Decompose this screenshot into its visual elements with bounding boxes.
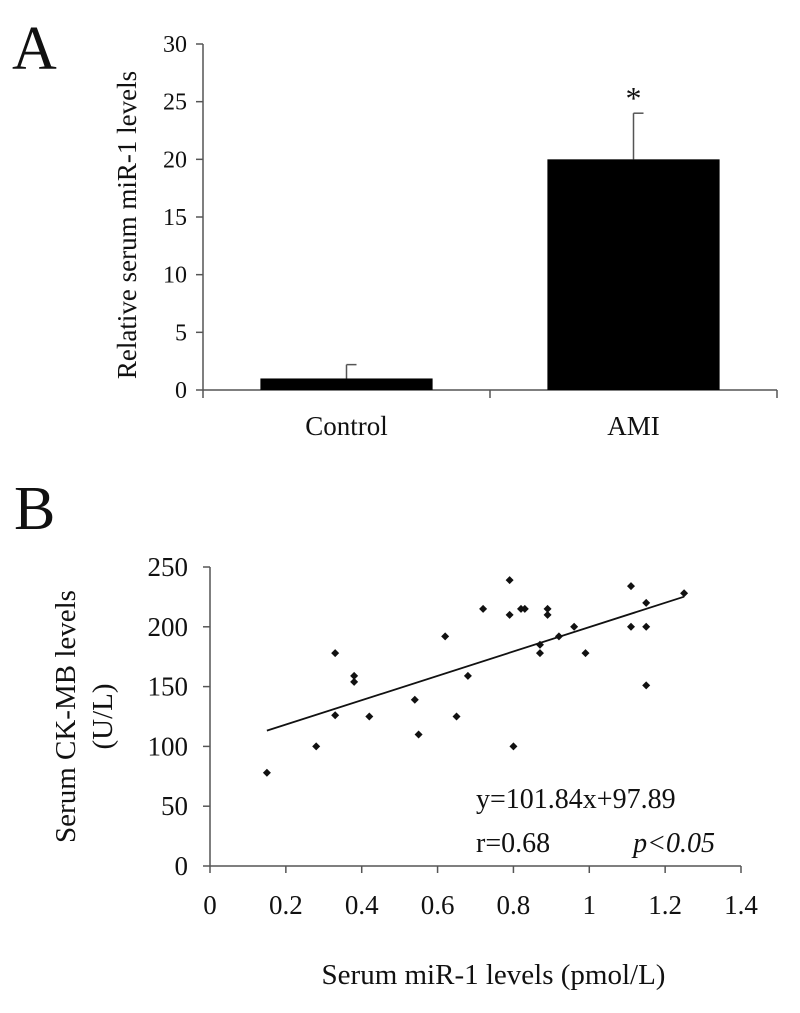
scatter-chart-ckmb: 0 50 100 150 200 250 0 0.2 0.4 0.6 0.8 1 1.2 1.4 y=101… bbox=[50, 552, 758, 991]
y-tick-label: 30 bbox=[163, 32, 187, 58]
x-axis-title: Serum miR-1 levels (pmol/L) bbox=[322, 959, 666, 991]
data-point bbox=[331, 649, 340, 658]
x-tick-label: 1.4 bbox=[724, 890, 758, 920]
y-tick-label: 200 bbox=[148, 612, 189, 642]
data-point bbox=[642, 598, 651, 607]
y-tick-label: 250 bbox=[148, 552, 189, 582]
data-point bbox=[680, 589, 689, 598]
data-point bbox=[543, 610, 552, 619]
correlation-r: r=0.68 bbox=[476, 828, 550, 859]
x-tick-label: 1.2 bbox=[648, 890, 682, 920]
data-point bbox=[509, 742, 518, 751]
data-point bbox=[535, 649, 544, 658]
x-category-label: Control bbox=[305, 411, 388, 441]
data-point bbox=[520, 604, 529, 613]
data-point bbox=[262, 768, 271, 777]
y-tick-label: 50 bbox=[161, 791, 188, 821]
data-point bbox=[331, 711, 340, 720]
data-point bbox=[350, 671, 359, 680]
y-tick-label: 0 bbox=[175, 378, 187, 404]
x-category-label: AMI bbox=[607, 411, 660, 441]
bar-chart-miR1: 0 5 10 15 20 25 30 Control AMI * Relative serum mi… bbox=[112, 32, 778, 441]
panel-b-label: B bbox=[14, 475, 56, 543]
x-tick-label: 0.4 bbox=[345, 890, 379, 920]
data-point bbox=[365, 712, 374, 721]
data-point bbox=[535, 640, 544, 649]
y-tick-label: 15 bbox=[163, 205, 187, 231]
y-tick-label: 25 bbox=[163, 90, 187, 116]
data-point bbox=[505, 576, 514, 585]
data-point bbox=[505, 610, 514, 619]
data-point bbox=[642, 622, 651, 631]
data-point bbox=[627, 622, 636, 631]
data-point bbox=[581, 649, 590, 658]
y-tick-label: 100 bbox=[148, 731, 189, 761]
data-point bbox=[627, 582, 636, 591]
y-axis-title-line1: Serum CK-MB levels bbox=[50, 590, 82, 843]
y-tick-label: 20 bbox=[163, 147, 187, 173]
x-tick-label: 0 bbox=[203, 890, 217, 920]
data-point bbox=[479, 604, 488, 613]
data-point bbox=[312, 742, 321, 751]
trendline bbox=[266, 595, 685, 732]
data-point bbox=[543, 604, 552, 613]
data-point bbox=[410, 695, 419, 704]
y-tick-label: 0 bbox=[175, 851, 189, 881]
data-point bbox=[570, 622, 579, 631]
data-point bbox=[414, 730, 423, 739]
y-axis-title: Relative serum miR-1 levels bbox=[112, 71, 142, 379]
data-point bbox=[350, 677, 359, 686]
data-point bbox=[441, 632, 450, 641]
regression-equation: y=101.84x+97.89 bbox=[476, 784, 676, 815]
x-tick-label: 0.6 bbox=[421, 890, 455, 920]
significance-asterisk: * bbox=[626, 80, 642, 116]
bar-ami bbox=[547, 159, 720, 390]
p-value: p<0.05 bbox=[631, 828, 715, 859]
data-point bbox=[554, 632, 563, 641]
x-tick-label: 0.8 bbox=[497, 890, 531, 920]
y-axis-title-line2: (U/L) bbox=[87, 683, 119, 749]
x-tick-label: 1 bbox=[583, 890, 597, 920]
data-point bbox=[642, 681, 651, 690]
y-tick-label: 10 bbox=[163, 263, 187, 289]
x-tick-label: 0.2 bbox=[269, 890, 303, 920]
panel-a-label: A bbox=[12, 15, 57, 83]
data-point bbox=[463, 671, 472, 680]
data-point bbox=[452, 712, 461, 721]
y-tick-label: 5 bbox=[175, 320, 187, 346]
bar-control bbox=[260, 378, 433, 390]
y-tick-label: 150 bbox=[148, 672, 189, 702]
